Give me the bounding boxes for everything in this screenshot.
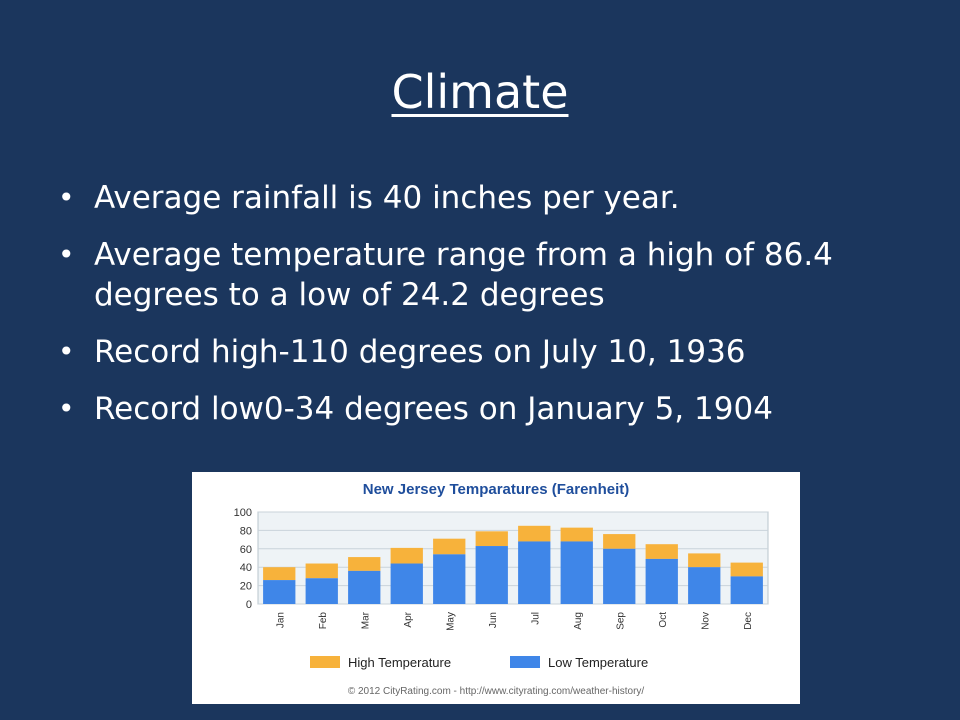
bar-high-temperature bbox=[603, 534, 636, 549]
bullet-dot-icon: • bbox=[58, 238, 75, 271]
bullet-dot-icon: • bbox=[58, 335, 75, 368]
bar-high-temperature bbox=[475, 531, 508, 547]
chart-credit: © 2012 CityRating.com - http://www.cityr… bbox=[348, 686, 645, 697]
bar-low-temperature bbox=[305, 578, 338, 604]
bar-low-temperature bbox=[348, 570, 381, 604]
bar-low-temperature bbox=[518, 541, 551, 604]
bar-low-temperature bbox=[433, 554, 466, 604]
bullet-text: Average temperature range from a high of… bbox=[94, 237, 833, 313]
bullet-list: • Average rainfall is 40 inches per year.… bbox=[58, 178, 918, 446]
chart-svg: New Jersey Temparatures (Farenheit) 100 8… bbox=[234, 481, 769, 697]
bar-high-temperature bbox=[433, 538, 466, 555]
temperature-chart: New Jersey Temparatures (Farenheit) 100 8… bbox=[192, 472, 800, 704]
legend-swatch bbox=[310, 656, 340, 668]
bar-low-temperature bbox=[390, 563, 423, 604]
bullet-text: Record high-110 degrees on July 10, 1936 bbox=[94, 334, 746, 370]
legend-swatch bbox=[510, 656, 540, 668]
plot-area bbox=[257, 511, 769, 605]
bullet-text: Average rainfall is 40 inches per year. bbox=[94, 180, 680, 216]
chart-title: New Jersey Temparatures (Farenheit) bbox=[363, 481, 630, 498]
bullet-text: Record low0-34 degrees on January 5, 190… bbox=[94, 391, 773, 427]
bar-high-temperature bbox=[263, 567, 296, 581]
bar-high-temperature bbox=[348, 557, 381, 571]
x-tick-label: Jun bbox=[488, 612, 499, 628]
bullet-item: • Average rainfall is 40 inches per year. bbox=[58, 178, 918, 218]
x-tick-label: Nov bbox=[700, 612, 711, 630]
bullet-item: • Average temperature range from a high o… bbox=[58, 235, 918, 315]
x-tick-label: Jan bbox=[275, 612, 286, 628]
y-tick-label: 80 bbox=[240, 525, 252, 537]
y-tick-label: 20 bbox=[240, 581, 252, 593]
x-tick-label: Sep bbox=[615, 612, 626, 630]
bar-low-temperature bbox=[645, 558, 678, 604]
y-tick-label: 100 bbox=[234, 507, 252, 519]
x-tick-label: Mar bbox=[360, 611, 371, 629]
x-tick-label: Aug bbox=[573, 612, 584, 630]
slide-title: Climate bbox=[391, 65, 569, 119]
bullet-item: • Record low0-34 degrees on January 5, 19… bbox=[58, 389, 918, 429]
bar-low-temperature bbox=[603, 548, 636, 604]
bar-high-temperature bbox=[560, 527, 593, 542]
legend-label: High Temperature bbox=[348, 655, 451, 670]
bar-high-temperature bbox=[688, 553, 721, 568]
bullet-dot-icon: • bbox=[58, 392, 75, 425]
x-tick-label: Dec bbox=[743, 612, 754, 630]
bar-high-temperature bbox=[730, 562, 763, 577]
x-tick-label: Feb bbox=[318, 612, 329, 630]
bar-high-temperature bbox=[390, 547, 423, 564]
y-tick-label: 0 bbox=[246, 599, 252, 611]
bar-low-temperature bbox=[730, 576, 763, 604]
bar-low-temperature bbox=[263, 580, 296, 604]
bar-low-temperature bbox=[560, 541, 593, 604]
bullet-dot-icon: • bbox=[58, 181, 75, 214]
y-tick-label: 60 bbox=[240, 544, 252, 556]
bar-low-temperature bbox=[475, 546, 508, 604]
y-tick-label: 40 bbox=[240, 562, 252, 574]
bar-high-temperature bbox=[305, 563, 338, 579]
x-tick-label: May bbox=[445, 612, 456, 631]
x-tick-label: Oct bbox=[658, 612, 669, 628]
x-tick-label: Jul bbox=[530, 612, 541, 625]
legend-label: Low Temperature bbox=[548, 655, 648, 670]
bar-low-temperature bbox=[688, 567, 721, 604]
bar-high-temperature bbox=[645, 544, 678, 559]
bar-high-temperature bbox=[518, 525, 551, 542]
x-tick-label: Apr bbox=[403, 611, 414, 627]
bullet-item: • Record high-110 degrees on July 10, 193… bbox=[58, 332, 918, 372]
